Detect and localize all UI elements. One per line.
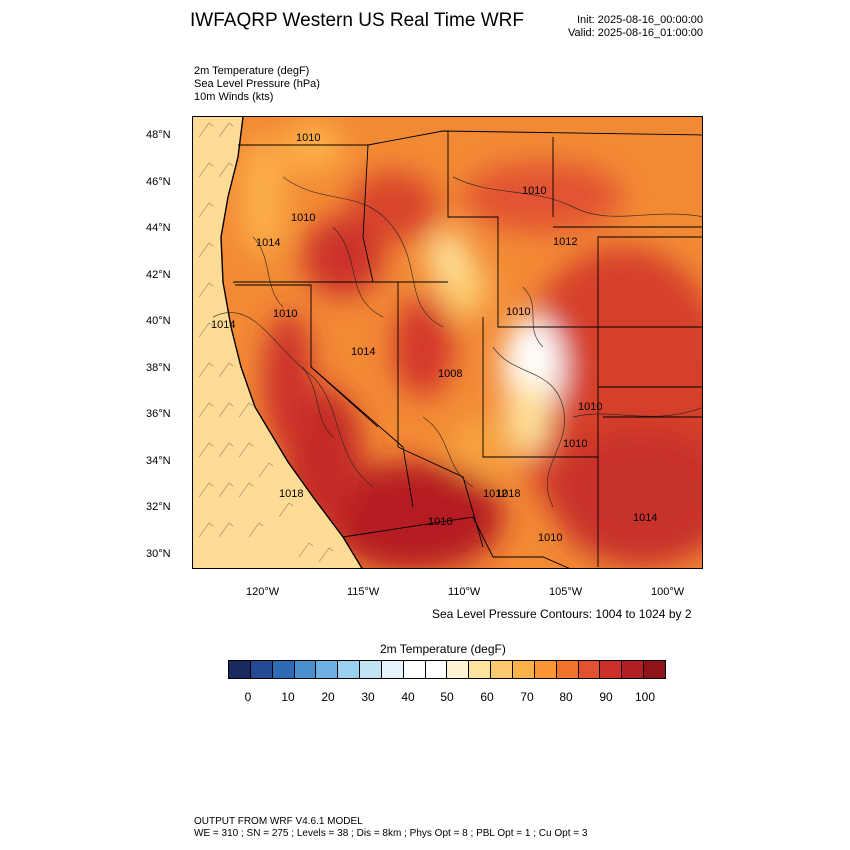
isobar-label: 1010: [273, 308, 297, 320]
lat-tick-label: 48°N: [146, 129, 171, 141]
colorbar-swatch: [534, 661, 557, 678]
coastline: [220, 117, 363, 568]
map-panel: 1010 1010 1010 1014 1014 1010 1014 1010 …: [192, 116, 703, 569]
isobar-labels: 1010 1010 1010 1014 1014 1010 1014 1010 …: [211, 132, 657, 544]
isobar-label: 1018: [279, 488, 303, 500]
state-boundaries: [233, 130, 702, 568]
colorbar-label: 100: [634, 690, 656, 704]
isobar-label: 1010: [296, 132, 320, 144]
isobar-label: 1008: [438, 368, 462, 380]
colorbar-swatch: [600, 661, 623, 678]
isobar-label: 1012: [553, 236, 577, 248]
lon-tick-label: 115°W: [347, 586, 380, 598]
colorbar-label: 30: [361, 690, 375, 704]
map-canvas: 1010 1010 1010 1014 1014 1010 1014 1010 …: [193, 117, 702, 568]
valid-time: Valid: 2025-08-16_01:00:00: [568, 27, 703, 39]
lat-tick-label: 44°N: [146, 222, 171, 234]
lat-tick-label: 30°N: [146, 548, 171, 560]
isobar-label: 1014: [633, 512, 657, 524]
lat-tick-label: 42°N: [146, 269, 171, 281]
colorbar-swatch: [644, 661, 665, 678]
colorbar-label: 40: [401, 690, 415, 704]
colorbar-swatch: [622, 661, 645, 678]
lon-tick-label: 110°W: [448, 586, 481, 598]
colorbar-swatch: [447, 661, 470, 678]
lon-tick-label: 120°W: [246, 586, 280, 598]
colorbar-label: 50: [440, 690, 454, 704]
lat-tick-label: 46°N: [146, 176, 171, 188]
lat-tick-label: 36°N: [146, 408, 171, 420]
colorbar-label: 10: [281, 690, 295, 704]
isobar-label: 1010: [538, 532, 562, 544]
isobar-label: 1014: [211, 319, 235, 331]
isobar-label: 1010: [578, 401, 602, 413]
isobar-label: 1010: [291, 212, 315, 224]
field-label-pressure: Sea Level Pressure (hPa): [194, 78, 320, 90]
colorbar-label: 90: [599, 690, 613, 704]
lat-tick-label: 38°N: [146, 362, 171, 374]
colorbar-swatch: [272, 661, 295, 678]
contour-note: Sea Level Pressure Contours: 1004 to 102…: [432, 607, 692, 621]
lat-tick-label: 32°N: [146, 501, 171, 513]
colorbar-swatch: [294, 661, 317, 678]
map-title: IWFAQRP Western US Real Time WRF: [190, 10, 524, 31]
colorbar-label: 20: [321, 690, 335, 704]
init-time: Init: 2025-08-16_00:00:00: [577, 14, 703, 26]
colorbar-label: 70: [520, 690, 534, 704]
colorbar-swatch: [316, 661, 339, 678]
colorbar-swatch: [578, 661, 601, 678]
footer-model: OUTPUT FROM WRF V4.6.1 MODEL: [194, 816, 363, 827]
colorbar-swatch: [512, 661, 535, 678]
lon-tick-label: 105°W: [549, 586, 583, 598]
isobar-label: 1010: [428, 516, 452, 528]
field-label-winds: 10m Winds (kts): [194, 91, 274, 103]
lon-tick-label: 100°W: [651, 586, 685, 598]
colorbar-swatch: [229, 661, 251, 678]
colorbar: [228, 660, 666, 679]
colorbar-swatch: [250, 661, 273, 678]
colorbar-swatch: [425, 661, 448, 678]
field-label-temperature: 2m Temperature (degF): [194, 65, 310, 77]
colorbar-swatch: [556, 661, 579, 678]
isobar-label: 1010: [522, 185, 546, 197]
colorbar-swatch: [360, 661, 382, 678]
colorbar-title: 2m Temperature (degF): [380, 642, 506, 656]
colorbar-label: 80: [559, 690, 573, 704]
colorbar-label: 60: [480, 690, 494, 704]
colorbar-swatch: [469, 661, 492, 678]
isobar-label: 1012: [483, 488, 507, 500]
wind-barbs: [198, 122, 334, 563]
isobar-label: 1014: [351, 346, 375, 358]
isobar-label: 1010: [506, 306, 530, 318]
isobar-label: 1010: [563, 438, 587, 450]
pressure-contours: [212, 176, 702, 508]
footer-config: WE = 310 ; SN = 275 ; Levels = 38 ; Dis …: [194, 828, 588, 839]
colorbar-swatch: [381, 661, 404, 678]
colorbar-swatch: [491, 661, 513, 678]
colorbar-swatch: [338, 661, 361, 678]
lat-tick-label: 40°N: [146, 315, 171, 327]
isobar-label: 1014: [256, 237, 280, 249]
isobar-label: 1018: [496, 488, 520, 500]
colorbar-label: 0: [244, 690, 252, 704]
colorbar-swatch: [403, 661, 426, 678]
lat-tick-label: 34°N: [146, 455, 171, 467]
